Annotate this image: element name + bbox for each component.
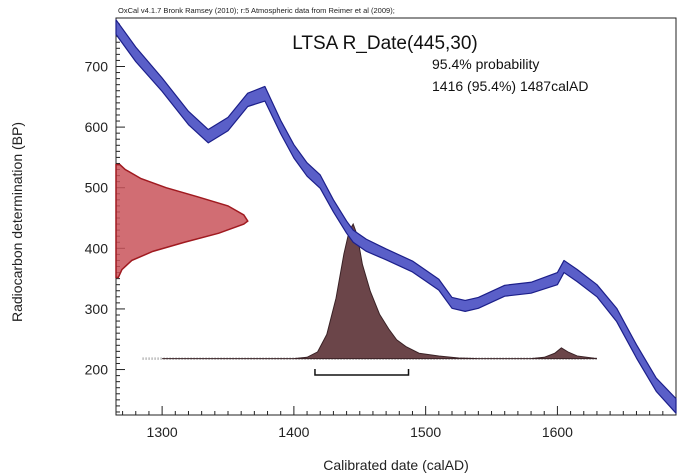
- x-tick-label: 1300: [147, 424, 178, 440]
- software-note: OxCal v4.1.7 Bronk Ramsey (2010); r:5 At…: [118, 6, 395, 15]
- x-tick-label: 1600: [542, 424, 573, 440]
- hpd-range-bracket: [314, 369, 410, 376]
- y-tick-label: 700: [85, 58, 109, 74]
- chart-title: LTSA R_Date(445,30): [292, 33, 478, 54]
- y-tick-label: 300: [85, 301, 109, 317]
- y-axis-label: Radiocarbon determination (BP): [9, 122, 25, 322]
- probability-label: 95.4% probability: [432, 56, 539, 72]
- y-tick-label: 200: [85, 362, 109, 378]
- calibration-curve: [115, 19, 677, 414]
- y-tick-label: 500: [85, 180, 109, 196]
- x-tick-label: 1500: [410, 424, 441, 440]
- y-tick-label: 600: [85, 119, 109, 135]
- x-axis-label: Calibrated date (calAD): [323, 457, 469, 473]
- radiocarbon-distribution: [115, 163, 249, 279]
- y-tick-label: 400: [85, 240, 109, 256]
- range-label: 1416 (95.4%) 1487calAD: [432, 78, 588, 94]
- calibrated-distribution: [162, 222, 598, 360]
- x-tick-label: 1400: [278, 424, 309, 440]
